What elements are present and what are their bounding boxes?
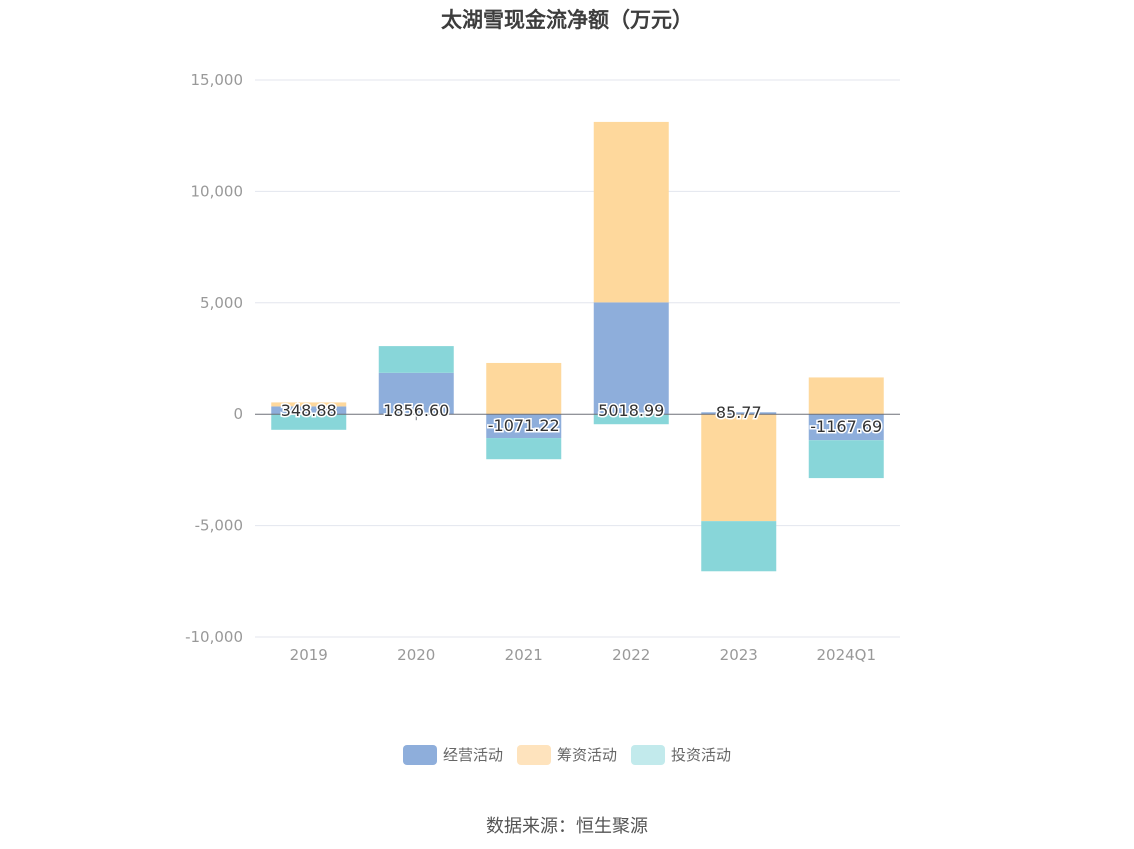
legend-item-investing[interactable]: 投资活动: [631, 744, 731, 765]
bar-segment: [808, 414, 884, 441]
legend-label-financing: 筹资活动: [556, 746, 617, 764]
x-tick-label: 2020: [397, 646, 435, 664]
legend-label-investing: 投资活动: [671, 746, 732, 764]
y-tick-label: -5,000: [195, 517, 243, 535]
bar-segment: [808, 377, 884, 415]
grid-lines: [255, 79, 900, 638]
x-tick-label: 2021: [505, 646, 543, 664]
bar-segment: [486, 414, 562, 439]
bar-segment: [486, 362, 562, 415]
data-label: 1856.60: [383, 401, 449, 420]
y-tick-label: 0: [233, 405, 243, 423]
bar-segment: [701, 412, 777, 415]
zero-axis: [255, 413, 900, 421]
y-tick-label: 15,000: [191, 71, 244, 89]
bar-segment: [701, 521, 777, 572]
y-axis-ticks: 15,000 10,000 5,000 0 -5,000 -10,000: [185, 71, 243, 646]
bar-segment: [593, 302, 669, 415]
x-tick-label: 2022: [612, 646, 650, 664]
bar-segment: [378, 346, 454, 373]
data-label: -1071.22: [488, 416, 560, 435]
bar-segment: [378, 372, 454, 415]
chart-title: 太湖雪现金流净额（万元）: [441, 8, 693, 32]
bars: [271, 121, 884, 572]
bar-segment: [486, 438, 562, 460]
bar-segment: [271, 414, 347, 430]
data-label: -1167.69: [810, 417, 882, 436]
data-label: 348.88: [281, 401, 337, 420]
legend-item-operating[interactable]: 经营活动: [402, 744, 503, 765]
bar-segment: [701, 414, 777, 522]
legend-swatch-investing: [631, 744, 665, 765]
x-axis-ticks: 2019 2020 2021 2022 2023 2024Q1: [290, 646, 876, 664]
bar-segment: [593, 121, 669, 303]
x-tick-label: 2019: [290, 646, 328, 664]
legend: 经营活动 筹资活动 投资活动: [0, 744, 1134, 765]
y-tick-label: 5,000: [200, 294, 243, 312]
bar-segment: [593, 414, 669, 425]
source-note: 数据来源：恒生聚源: [486, 816, 648, 837]
y-tick-label: 10,000: [191, 182, 244, 200]
x-tick-label: 2024Q1: [816, 646, 876, 664]
bar-segment: [271, 402, 347, 407]
data-label: 85.77: [716, 403, 762, 422]
x-tick-label: 2023: [720, 646, 758, 664]
data-label: 5018.99: [598, 401, 664, 420]
bar-segment: [271, 406, 347, 415]
legend-swatch-operating: [402, 744, 437, 765]
legend-swatch-financing: [516, 744, 551, 765]
legend-label-operating: 经营活动: [442, 746, 503, 764]
y-tick-label: -10,000: [185, 628, 243, 646]
data-labels: 348.88 1856.60 -1071.22 5018.99 85.77 -1167.6…: [279, 400, 883, 438]
legend-item-financing[interactable]: 筹资活动: [516, 744, 617, 765]
bar-segment: [808, 440, 884, 479]
